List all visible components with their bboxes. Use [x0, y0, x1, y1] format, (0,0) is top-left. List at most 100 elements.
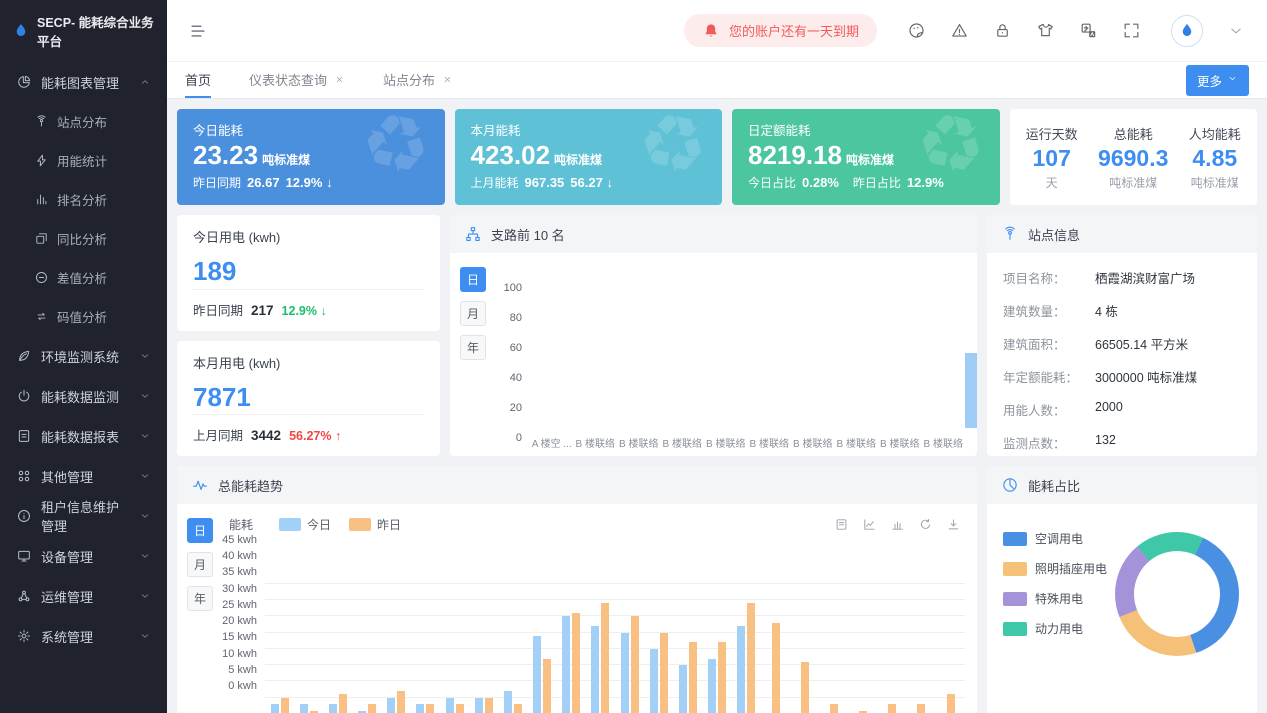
monitor-icon: [16, 548, 32, 564]
sidebar-group-item[interactable]: 租户信息维护管理: [0, 496, 167, 536]
user-menu-chevron-icon[interactable]: [1227, 22, 1245, 40]
palette-icon[interactable]: [907, 21, 926, 40]
bar-昨日: [280, 697, 289, 713]
period-button-日[interactable]: 日: [460, 267, 486, 292]
panel-title: 站点信息: [1028, 227, 1081, 243]
sidebar-group-item[interactable]: 能耗数据监测: [0, 376, 167, 416]
sidebar-group-item[interactable]: 系统管理: [0, 616, 167, 656]
close-icon[interactable]: [442, 74, 453, 85]
sidebar-item[interactable]: 用能统计: [0, 141, 167, 180]
legend-item-昨日[interactable]: 昨日: [349, 516, 401, 533]
close-icon[interactable]: [334, 74, 345, 85]
sidebar-item[interactable]: 站点分布: [0, 102, 167, 141]
data-view-icon[interactable]: [834, 517, 849, 532]
account-expiry-notice[interactable]: 您的账户还有一天到期: [683, 14, 877, 47]
site-info-row: 用能人数： 2000: [1003, 400, 1123, 418]
bar-今日: [562, 616, 571, 713]
sidebar-group-item[interactable]: 环境监测系统: [0, 336, 167, 376]
bolt-icon: [34, 153, 49, 168]
donut-legend-item-照明插座用电[interactable]: 照明插座用电: [1003, 560, 1107, 577]
bar-group: [732, 603, 761, 713]
lock-icon[interactable]: [993, 21, 1012, 40]
sidebar-menu: 能耗图表管理 站点分布 用能统计 排名分析 同比分析 差值分析 码值分析 环境监测系统 能耗数据…: [0, 62, 167, 656]
menu-fold-icon[interactable]: [189, 22, 207, 40]
bar-昨日: [771, 622, 780, 713]
site-info-row: 监测点数： 132: [1003, 433, 1116, 451]
kpi-card-summary: 运行天数 107 天总能耗 9690.3 吨标准煤 人均能耗 4.85 吨标准煤: [1009, 109, 1257, 205]
period-button-月[interactable]: 月: [187, 552, 213, 577]
bar-今日: [678, 665, 687, 713]
trend-pulse-icon: [191, 476, 209, 494]
y-tick-label: 5 kwh: [228, 663, 257, 676]
bar-group: [790, 661, 819, 713]
branch-top10-chart: 0 20 40 60 80 100 A 楼空 ... B 楼联络 B 楼联络 B 楼联络 B 楼联络…: [492, 265, 977, 450]
x-tick-label: B 楼联络: [575, 439, 615, 450]
sidebar-item[interactable]: 差值分析: [0, 258, 167, 297]
bar-今日: [503, 691, 512, 713]
bar-group: [382, 691, 411, 713]
bar-今日: [708, 658, 717, 713]
donut-legend-item-特殊用电[interactable]: 特殊用电: [1003, 590, 1107, 607]
warning-triangle-icon[interactable]: [950, 21, 969, 40]
more-button[interactable]: 更多: [1185, 64, 1249, 96]
sidebar-group-item[interactable]: 其他管理: [0, 456, 167, 496]
translate-icon[interactable]: [1079, 21, 1098, 40]
bar-昨日: [888, 704, 897, 713]
site-info-row: 建筑面积： 66505.14 平方米: [1003, 338, 1189, 352]
sidebar-group-label: 能耗数据监测: [41, 389, 120, 405]
period-button-年[interactable]: 年: [460, 335, 486, 360]
refresh-icon[interactable]: [918, 517, 933, 532]
sidebar-group-item[interactable]: 能耗数据报表: [0, 416, 167, 456]
sidebar-group-item[interactable]: 设备管理: [0, 536, 167, 576]
sidebar-group-item[interactable]: 运维管理: [0, 576, 167, 616]
bar-group: [644, 632, 673, 713]
fullscreen-icon[interactable]: [1122, 21, 1141, 40]
download-icon[interactable]: [946, 517, 961, 532]
bar-今日: [270, 704, 279, 713]
bar-昨日: [917, 704, 926, 713]
header-icons: [907, 21, 1141, 40]
sidebar-item-label: 站点分布: [57, 116, 108, 130]
legend-item-今日[interactable]: 今日: [279, 516, 331, 533]
bar-chart-icon[interactable]: [890, 517, 905, 532]
sidebar-group-label: 环境监测系统: [41, 349, 120, 365]
y-tick-label: 40: [509, 372, 522, 384]
sidebar-group-item[interactable]: 能耗图表管理: [0, 62, 167, 102]
bar-group: [848, 710, 877, 713]
donut-legend-item-空调用电[interactable]: 空调用电: [1003, 530, 1107, 547]
tab-label: 首页: [185, 72, 212, 88]
trend-chart-header: 能耗 今日 昨日: [219, 516, 965, 541]
compare-copy-icon: [34, 231, 49, 246]
sidebar-item[interactable]: 排名分析: [0, 180, 167, 219]
x-tick-label: A 楼空 ...: [531, 439, 572, 450]
period-button-年[interactable]: 年: [187, 586, 213, 611]
bar-昨日: [455, 704, 464, 713]
x-axis-labels: A 楼空 ... B 楼联络 B 楼联络 B 楼联络 B 楼联络 B 楼联络 B 楼联络 B …: [530, 429, 965, 450]
donut-legend-item-动力用电[interactable]: 动力用电: [1003, 620, 1107, 637]
chart-legend: 今日 昨日: [279, 516, 401, 533]
sidebar-item[interactable]: 码值分析: [0, 297, 167, 336]
sidebar-item-label: 用能统计: [57, 155, 108, 169]
chevron-down-icon: [139, 550, 151, 562]
bar-昨日: [718, 642, 727, 713]
line-chart-icon[interactable]: [862, 517, 877, 532]
bar-group: [673, 642, 702, 713]
tab-站点分布[interactable]: 站点分布: [383, 62, 453, 98]
period-button-月[interactable]: 月: [460, 301, 486, 326]
shirt-icon[interactable]: [1036, 21, 1055, 40]
bar-今日: [328, 704, 337, 713]
avatar-flame-icon: [1178, 22, 1196, 40]
bar-group: [878, 704, 907, 713]
period-button-日[interactable]: 日: [187, 518, 213, 543]
bar-group: [294, 704, 323, 713]
user-avatar[interactable]: [1171, 14, 1203, 47]
tab-首页[interactable]: 首页: [185, 62, 212, 98]
tab-仪表状态查询[interactable]: 仪表状态查询: [249, 62, 345, 98]
sidebar-item[interactable]: 同比分析: [0, 219, 167, 258]
antenna-icon: [34, 114, 49, 129]
y-tick-label: 20: [509, 402, 522, 414]
pie-chart-icon: [16, 74, 32, 90]
bar-昨日: [309, 710, 318, 713]
y-tick-label: 35 kwh: [222, 566, 257, 579]
